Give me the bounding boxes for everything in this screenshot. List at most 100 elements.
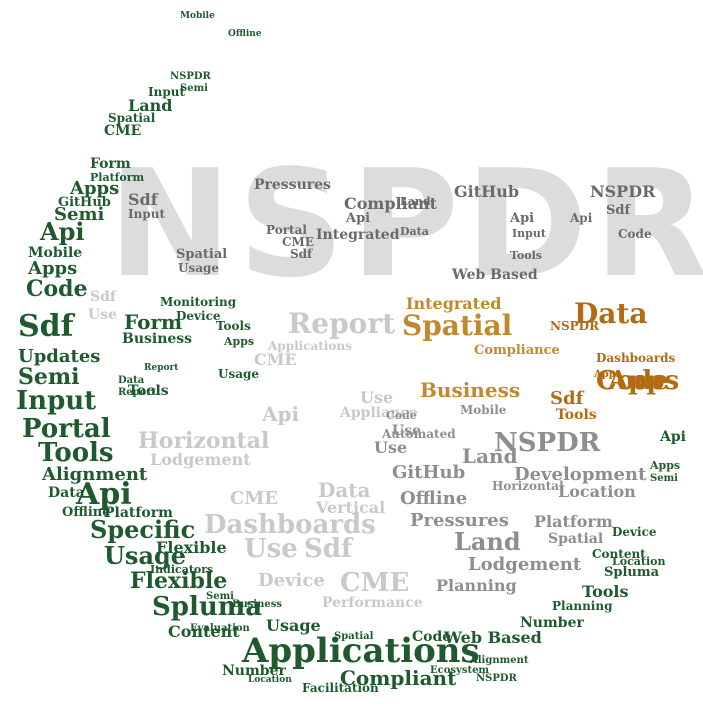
word-development-1: Development [514,464,647,485]
word-web-based-1: Web Based [444,628,542,647]
word-usage-3: Usage [178,261,220,275]
word-report-3: Report [118,387,157,398]
word-alignment-2: Alignment [470,655,529,666]
word-data-1: Data [48,485,85,501]
word-spluma-2: Spluma [604,565,660,580]
word-spatial-2: Spatial [176,247,228,262]
word-location-3: Location [612,555,666,568]
word-content-1: Content [168,622,240,641]
word-compliance-1: Compliance [474,343,560,358]
word-sdf-5: Sdf [304,534,353,564]
word-land: Land [128,96,173,115]
word-platform-2: Platform [534,512,613,531]
word-updates-1: Updates [18,346,101,367]
word-portal-1: Portal [22,414,111,444]
word-performance-1: Performance [322,595,423,611]
word-applications-2: Applications [268,339,352,353]
word-horizontal-1: Horizontal [138,428,270,454]
word-apps-3: Apps [224,335,255,348]
word-integrated-1: Integrated [316,227,400,243]
word-report-1: Report [288,307,396,340]
word-location-1: Location [558,482,636,501]
word-land-1: Land [400,195,431,208]
word-nspdr-4: NSPDR [550,319,600,333]
word-cme-5: CME [254,350,297,369]
word-lodgement-1: Lodgement [150,450,251,469]
word-code-2: Code [412,629,452,645]
word-mobile-1: Mobile [28,245,83,261]
word-report-2: Report [144,363,179,373]
word-web-based-2: Web Based [452,267,538,283]
word-apps-2: Apps [28,258,78,279]
word-api-7: Api [660,429,686,445]
word-semi-2: Semi [18,364,80,390]
word-content-2: Content [592,547,646,561]
word-compliant-2: Compliant [344,194,438,213]
word-api-6: Api [262,402,300,426]
word-evaluation-1: Evaluation [190,623,250,634]
word-apps-5: Apps [608,366,680,396]
word-spluma-1: Spluma [152,592,263,622]
word-land-2: Land [462,444,518,468]
word-apps-1: Apps [70,178,120,199]
word-portal-2: Portal [266,223,307,237]
word-api-1: Api [40,217,85,246]
word-lodgement-2: Lodgement [468,554,582,575]
word-use-2: Use [360,388,394,407]
word-mobile: Mobile [180,11,215,21]
word-horizontal-2: Horizontal [492,479,564,493]
word-api-4: Api [510,211,535,226]
word-flexible-1: Flexible [130,568,228,594]
word-tools-2: Tools [582,582,629,601]
word-planning-1: Planning [552,599,613,613]
word-form: Form [90,156,131,172]
word-business-3: Business [232,599,283,610]
word-sdf-7: Sdf [550,388,584,409]
word-data-4: Data [118,375,145,386]
word-automated-1: Automated [382,427,456,441]
word-api-5: Api [570,211,593,225]
word-planning-2: Planning [436,576,517,595]
word-use-5: Use [392,423,421,439]
word-code-1: Code [26,276,88,302]
word-offline: Offline [228,29,262,39]
word-data-3: Data [318,478,371,502]
word-semi: Semi [180,83,208,94]
word-spatial-3: Spatial [402,309,513,342]
word-nspdr-big: NSPDR [108,138,703,310]
word-mobile-2: Mobile [460,403,507,417]
word-vertical-1: Vertical [316,498,386,517]
word-data-2: Data [400,225,429,238]
word-nspdr-3: NSPDR [590,182,656,201]
word-code-4: Code [596,366,669,396]
word-dashboards-1: Dashboards [204,510,376,540]
word-use-4: Use [374,438,408,457]
word-cme: CME [104,123,142,139]
word-nspdr-5: NSPDR [494,428,601,458]
word-pressures-1: Pressures [254,177,331,193]
word-alignment-1: Alignment [42,464,148,485]
word-nspdr-2: NSPDR [476,673,517,684]
word-nspdr: NSPDR [170,71,211,82]
word-use-1: Use [244,534,298,564]
word-code-3: Code [618,227,652,241]
word-applications: Applications [242,631,480,671]
word-offline-2: Offline [400,488,468,509]
word-sdf-6: Sdf [90,289,116,305]
word-code-5: Code [386,409,417,422]
word-sdf-1: Sdf [18,309,74,344]
word-cme-4: CME [230,488,278,509]
word-device-1: Device [258,570,325,591]
word-cme-3: CME [340,568,410,598]
word-spatial-4: Spatial [548,531,604,547]
word-input-2: Input [128,207,165,221]
word-apps-4: Apps [594,369,622,380]
word-device-3: Device [612,525,657,539]
word-input: Input [148,85,185,99]
word-apps-6: Apps [650,459,681,472]
word-location-2: Location [248,675,292,685]
word-number-1: Number [222,663,286,679]
word-semi-1: Semi [54,204,105,225]
word-land-3: Land [454,527,521,556]
